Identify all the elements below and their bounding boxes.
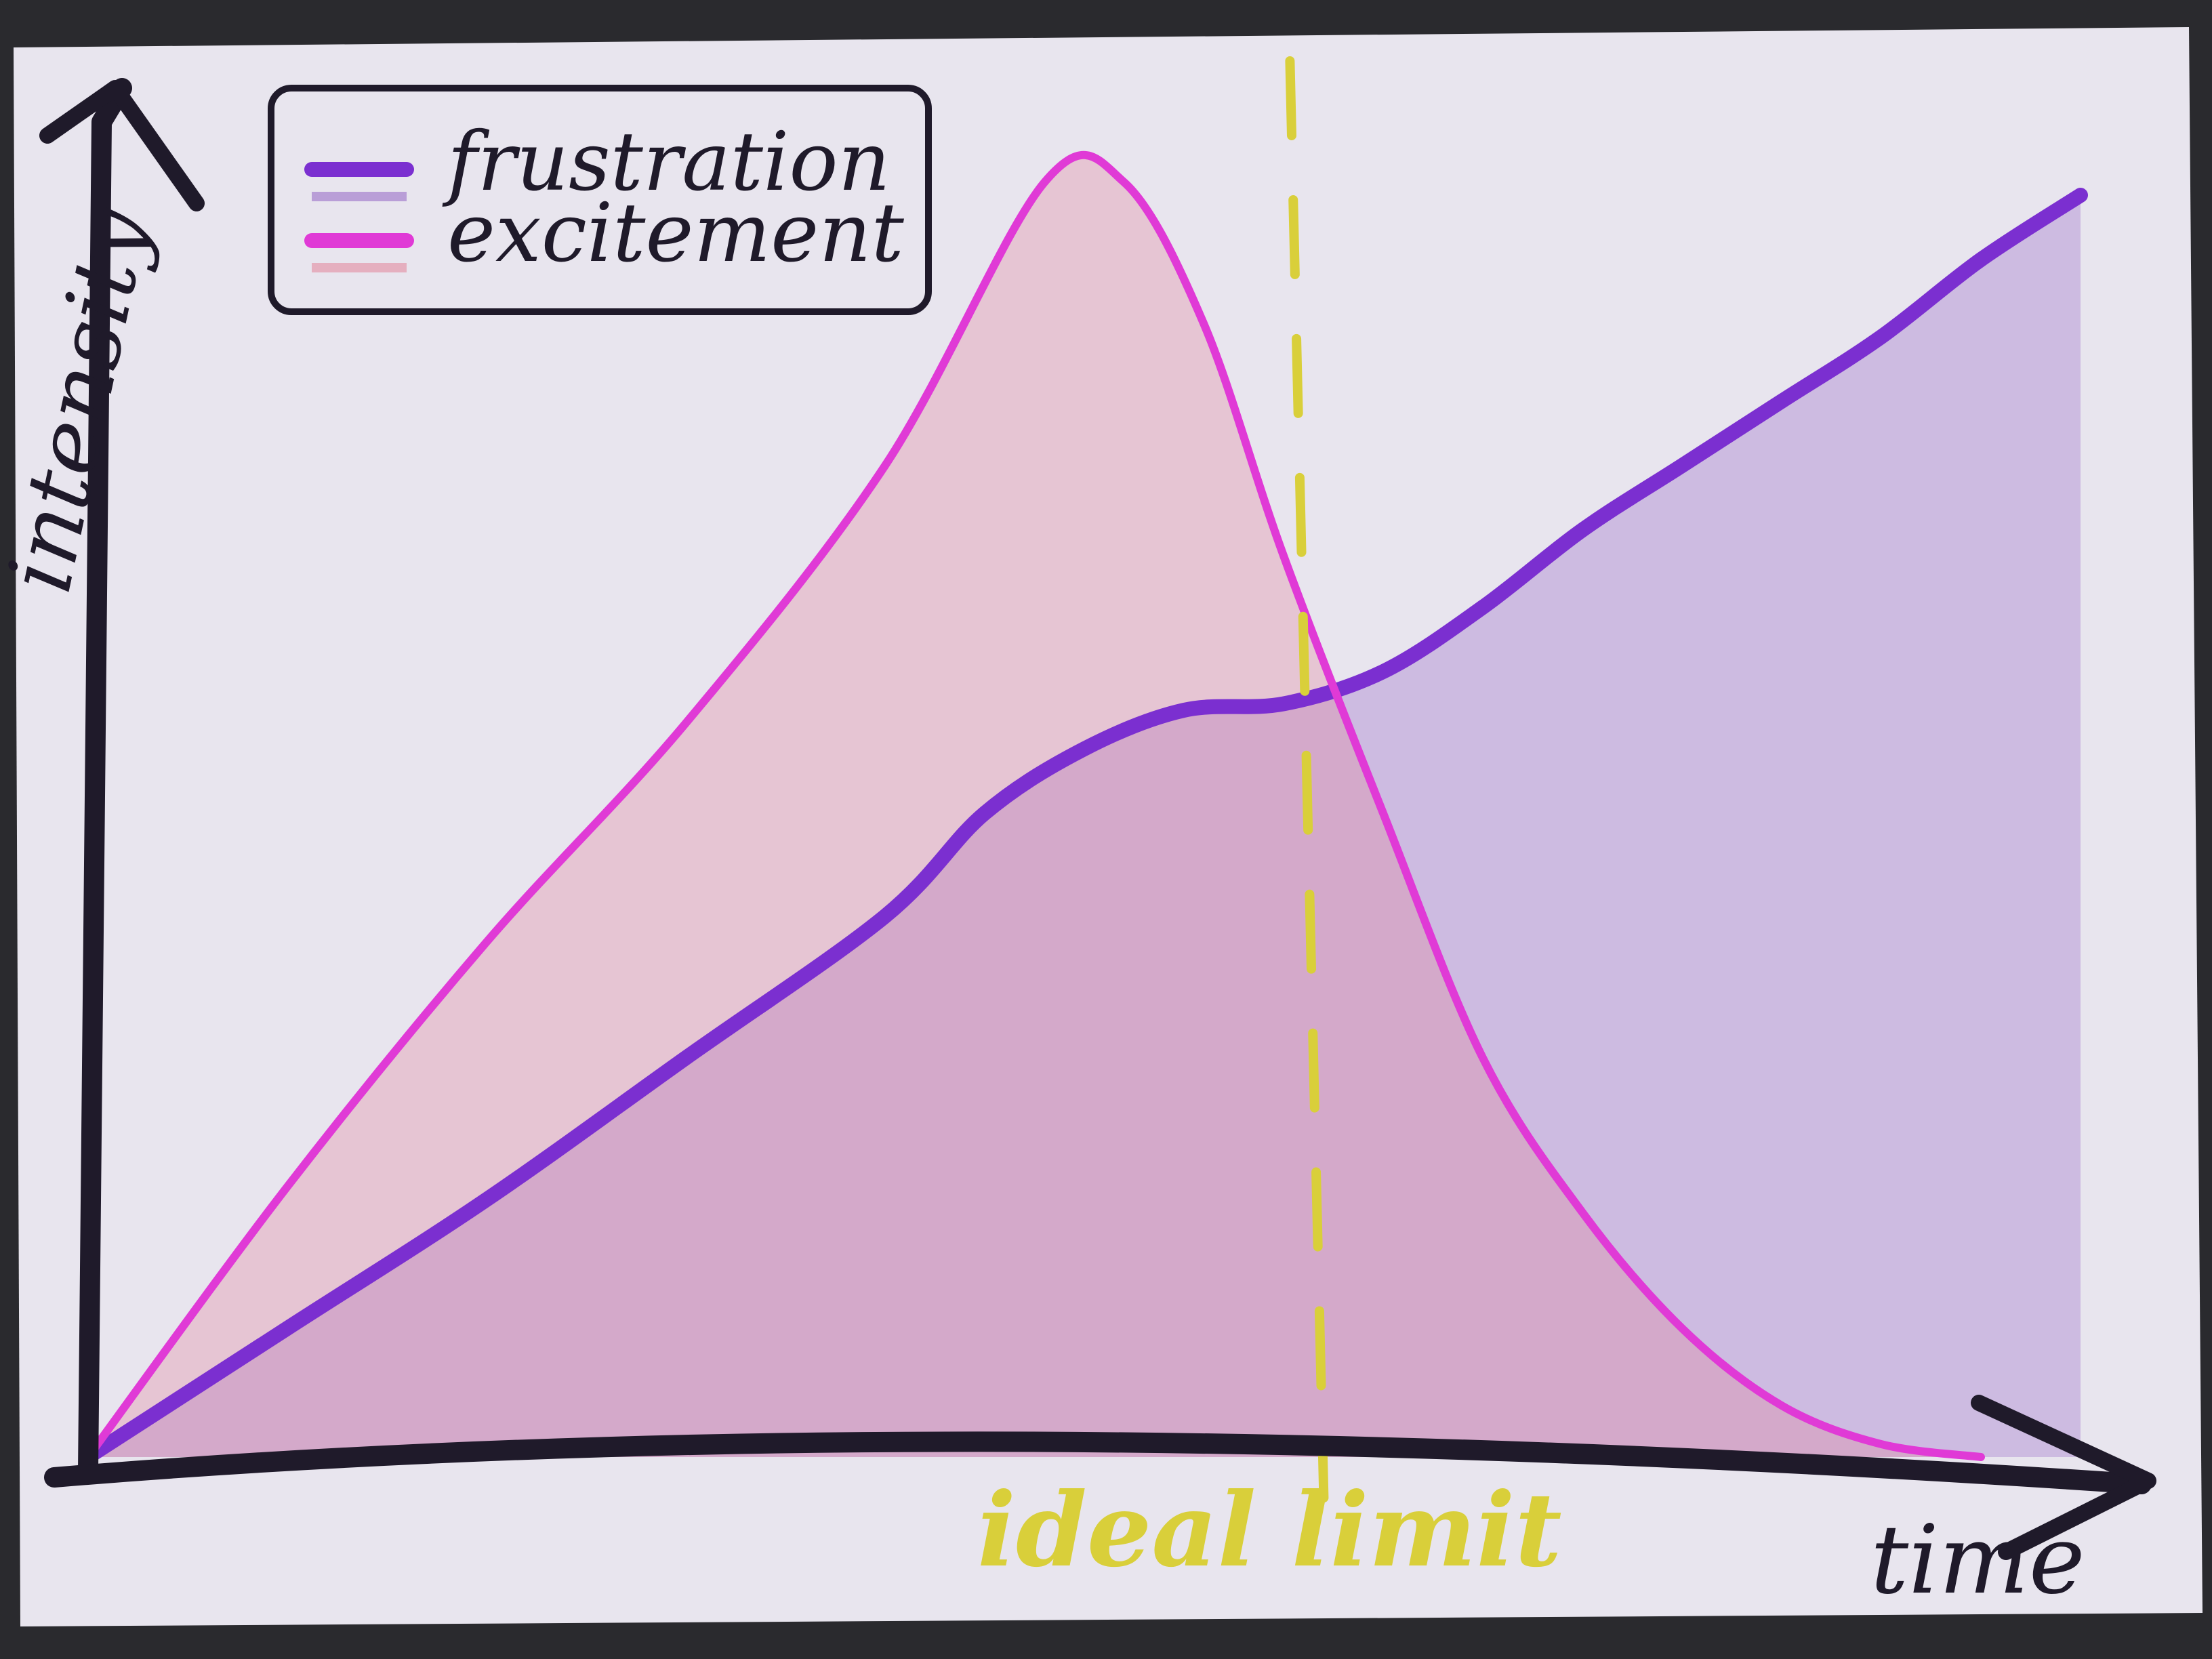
y-axis-label: intensity [0,199,169,601]
ideal-limit-line [1285,56,1329,1502]
frustration-area [88,195,2081,1457]
legend-label-excitement: excitement [447,186,905,281]
excitement-line [84,150,1985,1461]
ideal-limit-label: ideal limit [977,1471,1562,1590]
series-lines [81,150,2088,1465]
y-axis-arrow-icon [39,80,205,211]
legend-label-frustration: frustration [442,115,890,209]
x-axis-arrow-icon [1971,1395,2156,1560]
axes [39,78,2156,1560]
area-fills [88,155,2081,1457]
paper-sheet [14,27,2203,1626]
frustration-line [81,188,2088,1465]
reference-line-group: ideal limit [977,56,1562,1590]
x-axis [44,1431,2152,1494]
x-axis-label: time [1870,1505,2085,1616]
legend-box [268,85,932,315]
excitement-area [88,155,1981,1457]
